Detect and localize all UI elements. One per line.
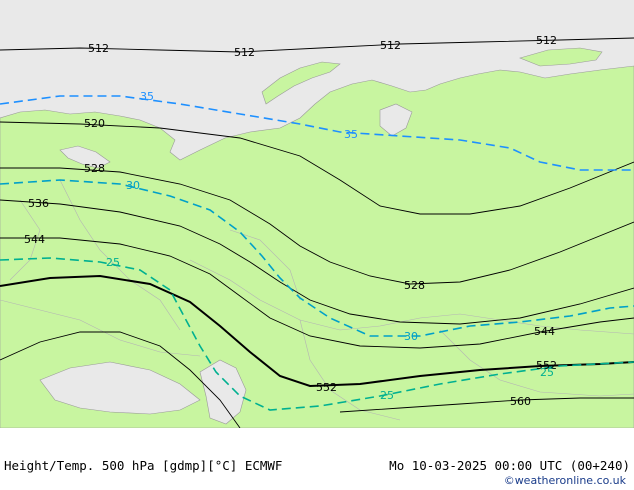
height-label-536: 536 xyxy=(28,197,49,210)
temp-label-minus25: 25 xyxy=(106,256,120,269)
footer: Height/Temp. 500 hPa [gdmp][°C] ECMWF Mo… xyxy=(0,428,634,490)
height-label-512: 512 xyxy=(536,34,557,47)
temperature-labels: 35 35 30 30 25 25 25 xyxy=(106,90,554,402)
land-area xyxy=(0,65,634,428)
height-label-552: 552 xyxy=(536,359,557,372)
temp-label-minus25: 25 xyxy=(380,389,394,402)
height-label-512: 512 xyxy=(380,39,401,52)
height-label-520: 520 xyxy=(84,117,105,130)
height-contour-560-west xyxy=(0,331,241,428)
credit-link[interactable]: ©weatheronline.co.uk xyxy=(503,474,626,487)
height-contour-552 xyxy=(0,274,634,388)
map-datetime: Mo 10-03-2025 00:00 UTC (00+240) xyxy=(389,458,630,473)
height-contour-512 xyxy=(0,37,634,53)
height-contour-536 xyxy=(0,199,634,325)
height-label-512: 512 xyxy=(88,42,109,55)
map-canvas: 512 512 512 512 520 528 528 536 544 544 … xyxy=(0,34,634,428)
temp-label-minus30: 30 xyxy=(126,179,140,192)
bay-area xyxy=(379,103,413,137)
temp-label-minus35: 35 xyxy=(140,90,154,103)
temp-label-minus30: 30 xyxy=(404,330,418,343)
sea-area xyxy=(39,361,201,415)
height-contour-520 xyxy=(0,121,634,215)
northern-island xyxy=(519,47,603,67)
height-contour-544 xyxy=(0,237,634,349)
temp-contour-minus25 xyxy=(0,257,634,411)
height-label-560: 560 xyxy=(510,395,531,408)
height-label-544: 544 xyxy=(534,325,555,338)
height-contours xyxy=(0,37,634,428)
height-label-544: 544 xyxy=(24,233,45,246)
weather-map: 512 512 512 512 520 528 528 536 544 544 … xyxy=(0,0,634,428)
temp-label-minus25: 25 xyxy=(540,366,554,379)
temp-contour-minus35 xyxy=(0,95,634,171)
height-label-512: 512 xyxy=(234,46,255,59)
bay-area xyxy=(59,145,111,169)
arctic-island xyxy=(261,61,341,105)
height-label-528: 528 xyxy=(84,162,105,175)
map-title: Height/Temp. 500 hPa [gdmp][°C] ECMWF xyxy=(4,458,283,473)
temperature-contours xyxy=(0,95,634,411)
temp-label-minus35: 35 xyxy=(344,128,358,141)
height-labels: 512 512 512 512 520 528 528 536 544 544 … xyxy=(24,34,557,408)
temp-contour-minus30 xyxy=(0,179,634,337)
height-contour-528 xyxy=(0,167,634,285)
height-label-552: 552 xyxy=(316,381,337,394)
height-contour-560 xyxy=(339,397,634,413)
height-label-528: 528 xyxy=(404,279,425,292)
sea-area xyxy=(199,359,247,425)
